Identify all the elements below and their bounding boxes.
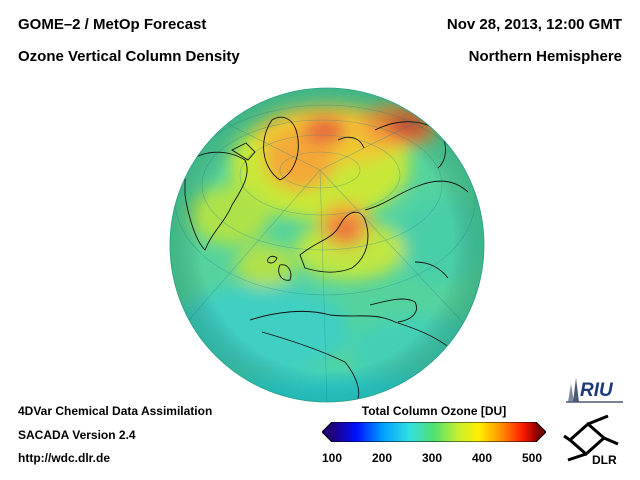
colorbar-low-arrow xyxy=(322,422,332,442)
version-label: SACADA Version 2.4 xyxy=(18,428,136,442)
dlr-logo: DLR xyxy=(563,414,619,466)
riu-logo: RIU xyxy=(566,378,623,403)
globe-outline xyxy=(169,87,485,403)
dlr-logo-text: DLR xyxy=(592,453,617,466)
colorbar xyxy=(322,422,546,442)
method-label: 4DVar Chemical Data Assimilation xyxy=(18,404,213,418)
title-datetime: Nov 28, 2013, 12:00 GMT xyxy=(446,16,622,33)
colorbar-title: Total Column Ozone [DU] xyxy=(361,404,507,418)
website-link[interactable]: http://wdc.dlr.de xyxy=(18,451,110,465)
riu-logo-text: RIU xyxy=(580,380,614,401)
colorbar-high-arrow xyxy=(536,422,546,442)
colorbar-tick-300: 300 xyxy=(421,451,443,465)
colorbar-gradient xyxy=(332,422,536,442)
title-region: Northern Hemisphere xyxy=(468,48,622,65)
colorbar-tick-400: 400 xyxy=(471,451,493,465)
colorbar-tick-200: 200 xyxy=(371,451,393,465)
title-product: GOME–2 / MetOp Forecast xyxy=(18,16,207,33)
colorbar-tick-500: 500 xyxy=(521,451,543,465)
colorbar-tick-100: 100 xyxy=(321,451,343,465)
title-quantity: Ozone Vertical Column Density xyxy=(18,48,240,65)
